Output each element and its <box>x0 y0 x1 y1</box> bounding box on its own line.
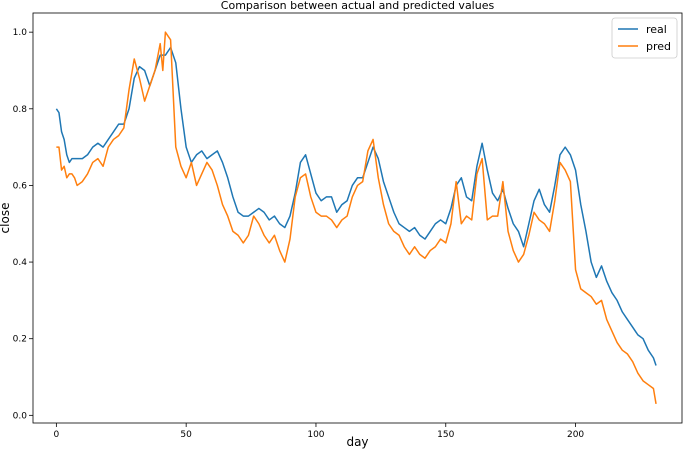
series-layer <box>55 31 657 404</box>
x-tick-label: 0 <box>53 430 59 440</box>
legend-box <box>611 17 678 59</box>
y-axis: 0.0 0.2 0.4 0.6 0.8 1.0 <box>13 28 33 421</box>
legend-label-real: real <box>646 23 667 36</box>
y-tick-label: 0.2 <box>13 335 27 345</box>
plot-border <box>32 12 683 424</box>
y-tick-label: 0.6 <box>13 181 28 191</box>
x-axis: 0 50 100 150 200 <box>53 423 584 440</box>
x-tick-label: 50 <box>180 430 192 440</box>
legend: real pred <box>611 17 678 59</box>
series-line-pred <box>56 31 657 404</box>
legend-label-pred: pred <box>646 40 671 53</box>
plot-area <box>32 12 683 424</box>
x-axis-label: day <box>346 435 368 449</box>
y-tick-label: 0.4 <box>13 258 28 268</box>
x-tick-label: 200 <box>567 430 584 440</box>
x-tick-label: 100 <box>307 430 324 440</box>
y-tick-label: 1.0 <box>13 28 28 38</box>
y-tick-label: 0.0 <box>13 411 28 421</box>
y-tick-label: 0.8 <box>13 105 28 115</box>
series-line-real <box>55 46 657 366</box>
chart-title: Comparison between actual and predicted … <box>221 0 495 12</box>
y-axis-label: close <box>0 203 12 234</box>
x-tick-label: 150 <box>437 430 454 440</box>
